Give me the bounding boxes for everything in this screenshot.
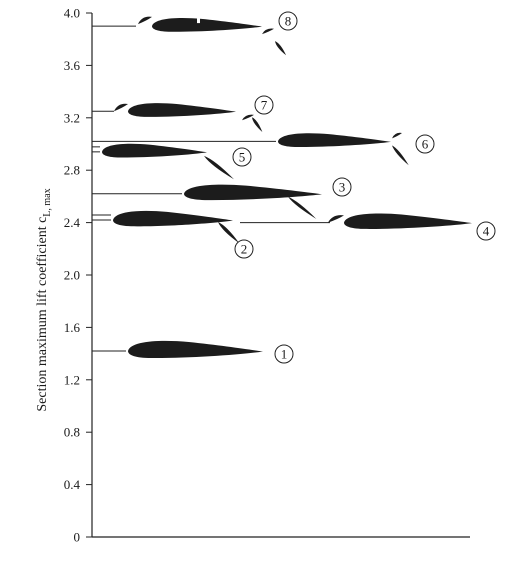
- slat-7: [114, 103, 128, 112]
- airfoil-level-4: 4: [240, 213, 496, 241]
- flap-7: [252, 117, 263, 132]
- airfoil-level-2: 2: [92, 210, 254, 259]
- y-tick-label-6: 2.4: [64, 215, 81, 230]
- airfoil-2: [113, 210, 233, 227]
- y-axis: 0 0.4 0.8 1.2 1.6 2.0 2.4 2.8 3.2 3.6 4.0: [64, 6, 470, 545]
- y-tick-label-2: 0.8: [64, 425, 80, 440]
- y-tick-label-5: 2.0: [64, 268, 80, 283]
- level-circle-7: [254, 95, 274, 115]
- y-axis-title-main: Section maximum lift coefficient c: [35, 217, 50, 412]
- airfoil-3: [184, 184, 322, 201]
- airfoil-level-5: 5: [92, 143, 252, 180]
- airfoil-1: [128, 340, 263, 359]
- level-circle-1: [274, 344, 294, 364]
- airfoil-level-8: 8: [92, 11, 298, 56]
- airfoil-level-6: 6: [92, 132, 435, 166]
- flap-2: [218, 221, 240, 244]
- airfoil-level-7: 7: [92, 95, 274, 132]
- y-tick-label-3: 1.2: [64, 372, 80, 387]
- level-circle-4: [476, 221, 496, 241]
- level-number-8: 8: [285, 14, 292, 29]
- flap-8: [275, 41, 287, 56]
- flap-3: [288, 196, 317, 219]
- level-circle-8: [278, 11, 298, 31]
- slat-8: [138, 16, 152, 25]
- y-tick-label-8: 3.2: [64, 110, 80, 125]
- flap-5: [204, 155, 234, 180]
- airfoil-7: [128, 103, 236, 117]
- airfoil-levels: 1 2 3 4 5 6 7 8: [92, 11, 496, 364]
- slat-4: [328, 215, 344, 223]
- vane-8: [262, 28, 274, 35]
- level-circle-6: [415, 134, 435, 154]
- level-number-1: 1: [281, 347, 288, 362]
- y-tick-label-7: 2.8: [64, 163, 80, 178]
- airfoil-4: [344, 213, 472, 229]
- y-tick-label-4: 1.6: [64, 320, 81, 335]
- level-number-4: 4: [483, 224, 490, 239]
- level-number-3: 3: [339, 180, 346, 195]
- level-number-5: 5: [239, 150, 246, 165]
- y-tick-label-1: 0.4: [64, 477, 81, 492]
- airfoil-5: [102, 143, 207, 158]
- y-tick-label-9: 3.6: [64, 58, 81, 73]
- level-circle-2: [234, 239, 254, 259]
- y-tick-label-0: 0: [74, 530, 81, 545]
- level-number-7: 7: [261, 98, 268, 113]
- level-circle-5: [232, 147, 252, 167]
- level-number-2: 2: [241, 242, 248, 257]
- airfoil-level-3: 3: [92, 177, 352, 219]
- airfoil-6: [278, 133, 391, 148]
- slat-6: [392, 132, 402, 139]
- y-axis-title-subscript: L, max: [42, 188, 53, 216]
- level-number-6: 6: [422, 137, 429, 152]
- airfoil-level-1: 1: [92, 340, 294, 364]
- y-tick-label-10: 4.0: [64, 6, 80, 21]
- vane-7: [242, 114, 254, 121]
- level-circle-3: [332, 177, 352, 197]
- flap-6: [392, 145, 409, 166]
- y-axis-title: Section maximum lift coefficient cL, max: [35, 188, 53, 411]
- airfoil-slot-8: [197, 17, 200, 24]
- airfoil-8: [152, 17, 262, 32]
